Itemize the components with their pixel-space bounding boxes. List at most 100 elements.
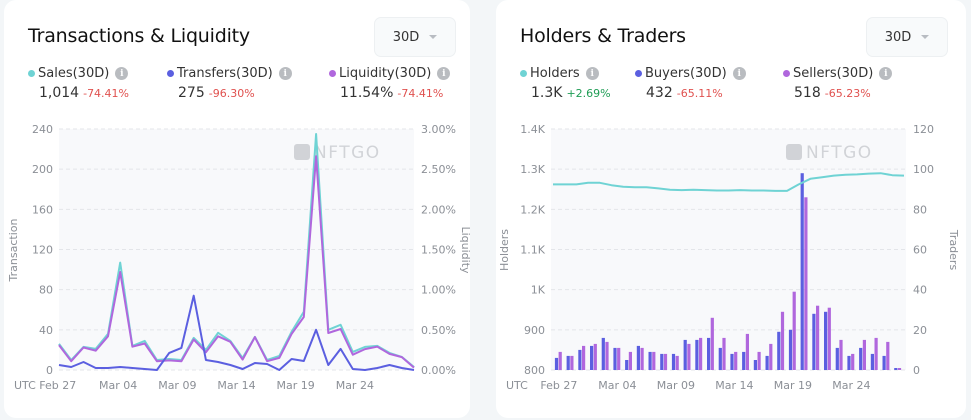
bar-sellers [757,351,761,370]
y-tick-label: 200 [32,163,53,176]
bar-sellers [663,353,668,370]
nftgo-logo-icon [786,144,802,160]
x-tick-label: Mar 09 [158,379,196,392]
bar-sellers [851,353,855,370]
watermark-text: NFTGO [806,143,873,163]
nftgo-watermark: NFTGO [786,143,873,163]
bar-buyers [578,349,582,370]
nftgo-logo-icon [294,144,310,160]
y2-tick-label: 2.00% [421,203,456,216]
legend-dot [329,70,336,77]
bar-sellers [640,347,644,370]
legend-dot [520,70,527,77]
dropdown-value: 30D [884,29,912,45]
bar-sellers [816,305,820,370]
bar-buyers [812,313,816,370]
bar-buyers [730,353,734,370]
metric-change: -65.11% [676,87,723,100]
y-tick-label: 0 [46,364,53,377]
y-tick-label: 80 [39,284,53,297]
bar-sellers [582,345,586,370]
x-tick-label: Mar 14 [715,379,753,392]
y-axis-title: Transaction [7,219,20,283]
y2-tick-label: 20 [913,324,927,337]
bar-buyers [777,331,781,370]
card-title: Transactions & Liquidity [28,25,250,47]
bar-sellers [769,343,773,370]
bar-buyers [707,337,711,370]
bar-buyers [765,355,769,370]
bar-buyers [753,360,757,370]
y2-tick-label: 100 [913,163,934,176]
y-tick-label: 160 [32,203,53,216]
info-icon[interactable]: i [278,67,292,80]
info-icon[interactable]: i [115,67,129,80]
info-icon[interactable]: i [585,67,599,80]
x-tick-label: Mar 19 [774,379,812,392]
bar-sellers [675,355,679,370]
legend-dot [783,70,790,77]
y2-axis-title: Liquidity [459,226,472,274]
bar-buyers [648,351,652,370]
info-icon[interactable]: i [437,67,451,80]
bar-buyers [660,353,664,370]
metric-value: 1,014 [39,85,80,101]
bar-buyers [566,355,570,370]
legend-dot [635,70,642,77]
y-tick-label: 120 [32,244,53,257]
metric-change: +2.69% [566,87,611,100]
metric-value: 11.54% [340,85,394,101]
dropdown-value: 30D [392,29,420,45]
bar-buyers [824,311,828,370]
bar-buyers [695,339,699,370]
y-axis-title: Holders [498,229,511,271]
bar-buyers [625,360,629,370]
series-line-transfers [58,294,415,371]
bar-sellers [886,341,890,370]
bar-sellers [628,351,632,370]
y2-tick-label: 120 [913,123,934,136]
metric-liquidity: Liquidity(30D) i 11.54% -74.41% [329,66,451,101]
bar-sellers [897,368,902,370]
period-dropdown[interactable]: 30D [866,17,948,57]
y2-tick-label: 3.00% [421,123,456,136]
metric-transfers: Transfers(30D) i 275 -96.30% [167,66,292,101]
bar-sellers [745,333,749,370]
y-tick-label: 1.2K [520,203,545,216]
bar-buyers [671,353,676,370]
y-tick-label: 1.3K [520,163,545,176]
x-tick-label: Mar 24 [336,379,374,392]
transactions-liquidity-chart[interactable]: 0 0.00% 40 0.50% 80 1.00% 120 1.50% 160 2.00% 200 2… [0,0,490,420]
info-icon[interactable]: i [732,67,746,80]
y-tick-label: 1.1K [520,244,545,257]
metric-change: -74.41% [83,87,130,100]
period-dropdown[interactable]: 30D [374,17,456,57]
bar-sellers [710,317,714,370]
bar-sellers [874,337,878,370]
y2-tick-label: 2.50% [421,163,456,176]
chevron-down-icon [429,35,438,39]
bar-sellers [652,351,656,370]
bar-sellers [862,339,866,370]
bar-sellers [699,337,703,370]
metric-change: -96.30% [208,87,255,100]
bar-buyers [847,355,851,370]
y2-tick-label: 80 [913,203,927,216]
bar-sellers [570,355,574,370]
watermark-text: NFTGO [314,143,381,163]
y2-tick-label: 0.50% [421,324,456,337]
bar-sellers [617,347,621,370]
bar-buyers [882,355,886,370]
metric-value: 275 [178,85,205,101]
metric-holders: Holders i 1.3K +2.69% [520,66,611,101]
bar-buyers [742,351,746,370]
bar-sellers [780,311,785,370]
bar-sellers [827,307,831,370]
metric-value: 518 [794,85,821,101]
bar-sellers [558,351,562,370]
info-icon[interactable]: i [879,67,893,80]
bar-buyers [683,339,687,370]
y2-tick-label: 1.50% [421,244,456,257]
metric-label: Liquidity(30D) [339,66,432,81]
